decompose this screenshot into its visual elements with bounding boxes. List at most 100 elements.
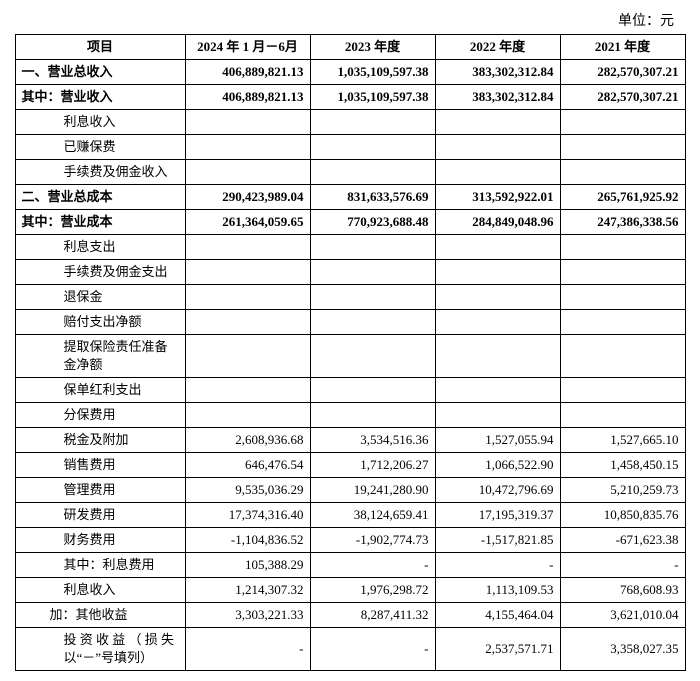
value-cell bbox=[560, 260, 685, 285]
value-cell: - bbox=[435, 553, 560, 578]
item-cell: 其中：营业成本 bbox=[15, 210, 185, 235]
col-header-item: 项目 bbox=[15, 35, 185, 60]
value-cell bbox=[560, 335, 685, 378]
value-cell bbox=[560, 135, 685, 160]
value-cell bbox=[185, 285, 310, 310]
value-cell bbox=[435, 235, 560, 260]
value-cell bbox=[435, 335, 560, 378]
table-row: 加：其他收益3,303,221.338,287,411.324,155,464.… bbox=[15, 603, 685, 628]
value-cell bbox=[435, 310, 560, 335]
value-cell: 105,388.29 bbox=[185, 553, 310, 578]
col-header-c2: 2023 年度 bbox=[310, 35, 435, 60]
item-cell: 利息收入 bbox=[15, 578, 185, 603]
item-cell: 手续费及佣金支出 bbox=[15, 260, 185, 285]
unit-label: 单位：元 bbox=[10, 10, 690, 34]
value-cell: 3,303,221.33 bbox=[185, 603, 310, 628]
item-cell: 赔付支出净额 bbox=[15, 310, 185, 335]
item-cell: 税金及附加 bbox=[15, 428, 185, 453]
value-cell: 17,195,319.37 bbox=[435, 503, 560, 528]
value-cell bbox=[185, 135, 310, 160]
table-row: 利息支出 bbox=[15, 235, 685, 260]
table-row: 一、营业总收入406,889,821.131,035,109,597.38383… bbox=[15, 60, 685, 85]
value-cell bbox=[560, 285, 685, 310]
table-row: 销售费用646,476.541,712,206.271,066,522.901,… bbox=[15, 453, 685, 478]
value-cell: 8,287,411.32 bbox=[310, 603, 435, 628]
table-row: 已赚保费 bbox=[15, 135, 685, 160]
value-cell: 1,527,665.10 bbox=[560, 428, 685, 453]
value-cell bbox=[560, 110, 685, 135]
value-cell: 2,608,936.68 bbox=[185, 428, 310, 453]
item-cell: 退保金 bbox=[15, 285, 185, 310]
value-cell bbox=[310, 235, 435, 260]
table-row: 退保金 bbox=[15, 285, 685, 310]
col-header-c1: 2024 年 1 月－6月 bbox=[185, 35, 310, 60]
item-cell: 其中：利息费用 bbox=[15, 553, 185, 578]
table-row: 投 资 收 益 （ 损 失 以“－”号填列）--2,537,571.713,35… bbox=[15, 628, 685, 671]
value-cell bbox=[560, 378, 685, 403]
value-cell bbox=[310, 310, 435, 335]
value-cell: 3,534,516.36 bbox=[310, 428, 435, 453]
item-cell: 二、营业总成本 bbox=[15, 185, 185, 210]
table-row: 财务费用-1,104,836.52-1,902,774.73-1,517,821… bbox=[15, 528, 685, 553]
value-cell bbox=[185, 335, 310, 378]
value-cell bbox=[435, 260, 560, 285]
value-cell bbox=[560, 235, 685, 260]
value-cell: 282,570,307.21 bbox=[560, 60, 685, 85]
value-cell: 3,621,010.04 bbox=[560, 603, 685, 628]
value-cell: -1,902,774.73 bbox=[310, 528, 435, 553]
value-cell: 1,976,298.72 bbox=[310, 578, 435, 603]
value-cell: 1,066,522.90 bbox=[435, 453, 560, 478]
value-cell: 406,889,821.13 bbox=[185, 85, 310, 110]
value-cell: - bbox=[310, 628, 435, 671]
table-row: 税金及附加2,608,936.683,534,516.361,527,055.9… bbox=[15, 428, 685, 453]
value-cell: 265,761,925.92 bbox=[560, 185, 685, 210]
value-cell bbox=[560, 403, 685, 428]
item-cell: 利息支出 bbox=[15, 235, 185, 260]
item-cell: 投 资 收 益 （ 损 失 以“－”号填列） bbox=[15, 628, 185, 671]
item-cell: 其中：营业收入 bbox=[15, 85, 185, 110]
item-cell: 提取保险责任准备金净额 bbox=[15, 335, 185, 378]
value-cell: 1,035,109,597.38 bbox=[310, 85, 435, 110]
value-cell: 38,124,659.41 bbox=[310, 503, 435, 528]
item-cell: 保单红利支出 bbox=[15, 378, 185, 403]
value-cell bbox=[310, 160, 435, 185]
value-cell bbox=[435, 378, 560, 403]
value-cell bbox=[435, 110, 560, 135]
value-cell bbox=[310, 335, 435, 378]
value-cell: 1,712,206.27 bbox=[310, 453, 435, 478]
value-cell: - bbox=[185, 628, 310, 671]
value-cell bbox=[310, 110, 435, 135]
value-cell: -671,623.38 bbox=[560, 528, 685, 553]
col-header-c4: 2021 年度 bbox=[560, 35, 685, 60]
value-cell: 17,374,316.40 bbox=[185, 503, 310, 528]
value-cell: 247,386,338.56 bbox=[560, 210, 685, 235]
table-row: 手续费及佣金收入 bbox=[15, 160, 685, 185]
item-cell: 分保费用 bbox=[15, 403, 185, 428]
value-cell: 3,358,027.35 bbox=[560, 628, 685, 671]
value-cell: 313,592,922.01 bbox=[435, 185, 560, 210]
value-cell bbox=[435, 135, 560, 160]
value-cell bbox=[185, 110, 310, 135]
table-row: 研发费用17,374,316.4038,124,659.4117,195,319… bbox=[15, 503, 685, 528]
value-cell bbox=[435, 403, 560, 428]
item-cell: 财务费用 bbox=[15, 528, 185, 553]
header-row: 项目 2024 年 1 月－6月 2023 年度 2022 年度 2021 年度 bbox=[15, 35, 685, 60]
value-cell: 10,472,796.69 bbox=[435, 478, 560, 503]
item-cell: 利息收入 bbox=[15, 110, 185, 135]
value-cell bbox=[310, 285, 435, 310]
value-cell: 284,849,048.96 bbox=[435, 210, 560, 235]
value-cell bbox=[435, 285, 560, 310]
value-cell bbox=[310, 260, 435, 285]
value-cell: 290,423,989.04 bbox=[185, 185, 310, 210]
value-cell bbox=[185, 310, 310, 335]
value-cell: 5,210,259.73 bbox=[560, 478, 685, 503]
col-header-c3: 2022 年度 bbox=[435, 35, 560, 60]
value-cell: 768,608.93 bbox=[560, 578, 685, 603]
value-cell bbox=[185, 235, 310, 260]
value-cell bbox=[435, 160, 560, 185]
item-cell: 研发费用 bbox=[15, 503, 185, 528]
value-cell: 831,633,576.69 bbox=[310, 185, 435, 210]
value-cell bbox=[310, 403, 435, 428]
value-cell: 406,889,821.13 bbox=[185, 60, 310, 85]
value-cell: 646,476.54 bbox=[185, 453, 310, 478]
